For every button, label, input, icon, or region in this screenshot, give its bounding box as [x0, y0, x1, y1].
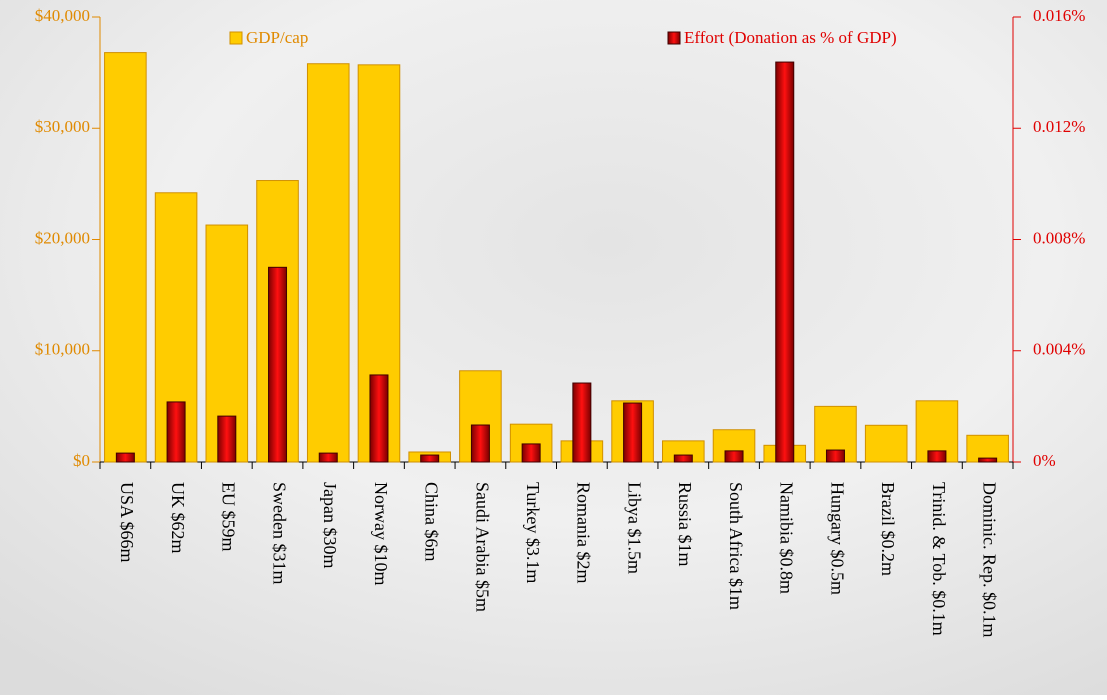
bar	[966, 434, 1009, 463]
x-tick-label: Libya $1.5m	[624, 482, 644, 574]
y-tick-label: $10,000	[35, 340, 90, 359]
y-tick-label: $30,000	[35, 117, 90, 136]
bar	[115, 452, 135, 463]
bar	[775, 61, 795, 463]
x-tick-label: Dominic. Rep. $0.1m	[980, 482, 1000, 638]
bar	[470, 424, 490, 463]
bar	[927, 450, 947, 463]
x-tick-label: Turkey $3.1m	[523, 482, 543, 583]
legend-swatch	[667, 31, 681, 45]
x-tick-label: Russia $1m	[675, 482, 695, 567]
x-tick-label: China $6m	[422, 482, 442, 562]
bar	[306, 63, 350, 463]
bar	[572, 382, 592, 463]
x-tick-label: Brazil $0.2m	[878, 482, 898, 576]
legend-swatch	[229, 31, 243, 45]
x-tick-label: Namibia $0.8m	[777, 482, 797, 594]
bar	[521, 443, 541, 463]
bar	[864, 424, 908, 463]
legend-label: Effort (Donation as % of GDP)	[684, 28, 897, 47]
y2-tick-label: 0.008%	[1033, 228, 1085, 247]
bar	[623, 402, 643, 463]
y2-tick-label: 0.016%	[1033, 6, 1085, 25]
bar	[268, 266, 288, 463]
bar	[825, 449, 845, 463]
bar	[673, 454, 693, 463]
y2-tick-label: 0.012%	[1033, 117, 1085, 136]
bar	[420, 454, 440, 463]
x-tick-label: USA $66m	[117, 482, 137, 563]
bar	[318, 452, 338, 463]
bar	[166, 401, 186, 463]
y-tick-label: $0	[73, 451, 90, 470]
bar	[104, 52, 147, 463]
y2-tick-label: 0.004%	[1033, 340, 1085, 359]
x-tick-label: Saudi Arabia $5m	[472, 482, 492, 612]
x-tick-label: Japan $30m	[320, 482, 340, 568]
y-tick-label: $40,000	[35, 6, 90, 25]
x-tick-label: Hungary $0.5m	[827, 482, 847, 595]
x-tick-label: Trinid. & Tob. $0.1m	[929, 482, 949, 636]
x-tick-label: UK $62m	[168, 482, 188, 554]
y2-tick-label: 0%	[1033, 451, 1056, 470]
x-tick-label: EU $59m	[219, 482, 239, 552]
legend-label: GDP/cap	[246, 28, 308, 47]
y-tick-label: $20,000	[35, 228, 90, 247]
x-tick-label: Sweden $31m	[269, 482, 289, 585]
bar	[217, 415, 237, 463]
bar	[369, 374, 389, 463]
x-tick-label: Romania $2m	[574, 482, 594, 584]
x-tick-label: South Africa $1m	[726, 482, 746, 610]
bar	[724, 450, 744, 463]
bar	[978, 457, 998, 463]
x-tick-label: Norway $10m	[371, 482, 391, 585]
